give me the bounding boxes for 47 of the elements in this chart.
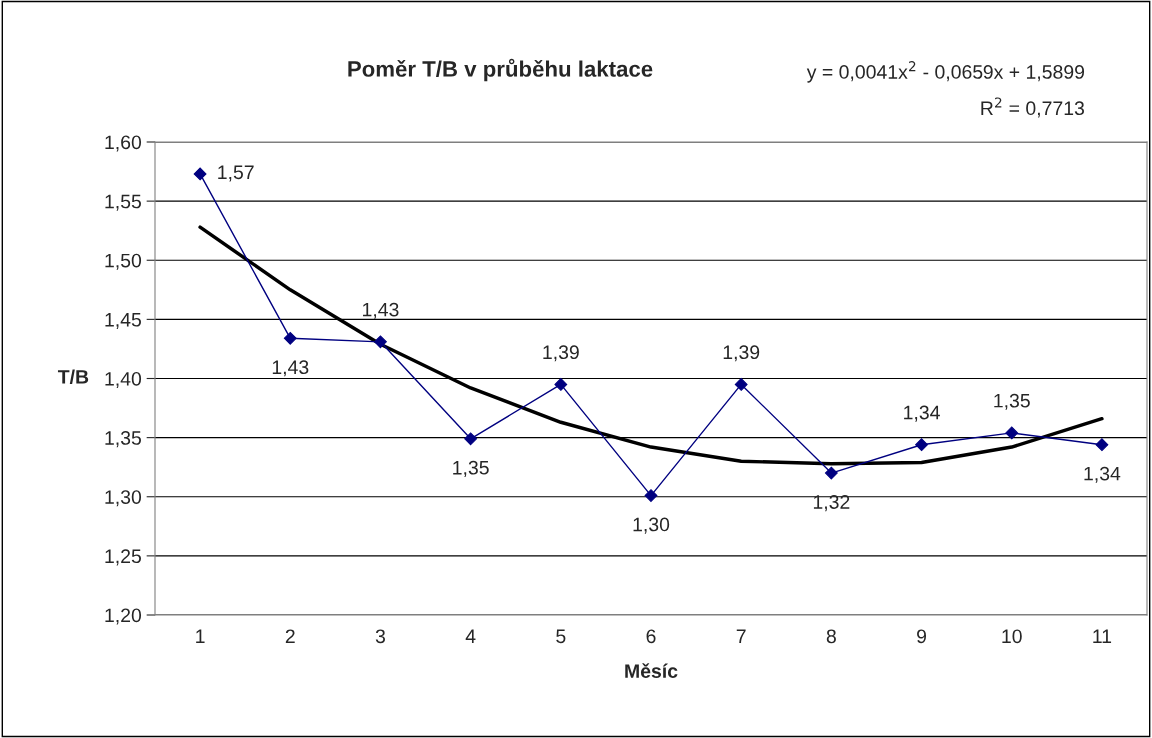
data-label: 1,57 [218,165,254,182]
y-tick-label: 1,55 [105,194,141,211]
x-tick-label: 5 [556,629,566,644]
y-tick-label: 1,25 [105,549,141,566]
x-tick-label: 11 [1093,629,1112,643]
point [554,378,568,391]
x-tick-label: 3 [375,629,386,644]
point [644,489,658,502]
point [734,378,748,391]
y-tick-label: 1,40 [105,371,142,389]
y-tick-label: 1,35 [105,431,141,448]
point [374,335,387,349]
x-tick-label: 4 [465,629,476,643]
data-label: 1,35 [994,393,1030,410]
data-label: 1,32 [813,495,850,512]
data-label: 1,30 [633,517,670,534]
point [915,438,928,452]
x-tick-label: 6 [646,629,656,644]
y-tick-label: 1,45 [105,313,141,329]
y-tick-label: 1,30 [105,490,142,507]
point [193,167,207,181]
data-label: 1,43 [363,302,399,319]
y-tick-label: 1,20 [105,608,142,625]
x-tick-label: 7 [736,629,746,643]
x-tick-label: 1 [196,629,205,643]
data-label: 1,39 [723,345,760,362]
data-label: 1,34 [1084,466,1121,483]
x-tick-label: 8 [826,629,836,644]
text: R$^{2}$ = 0,7713 [981,97,1084,118]
y-tick-label: 1,50 [105,253,142,270]
point [824,466,838,480]
data-label: 1,34 [904,405,940,422]
point [283,331,297,345]
data-label: 1,39 [543,345,579,362]
text: y = 0,0041x$^{2}$ - 0,0659x + 1,5899 [806,61,1085,83]
point [1005,426,1019,440]
point [464,432,478,446]
x-tick-label: 9 [917,629,927,644]
x-axis-title: Měsíc [625,663,678,678]
x-tick-label: 2 [285,629,295,643]
y-axis-title: T/B [57,369,89,384]
point [1095,438,1109,452]
x-tick-label: 10 [1002,629,1022,644]
data-label: 1,35 [453,460,489,477]
chart-title: Poměr T/B v průběhu laktace [348,58,653,82]
data-label: 1,43 [272,360,309,377]
y-tick-label: 1,60 [105,135,142,152]
